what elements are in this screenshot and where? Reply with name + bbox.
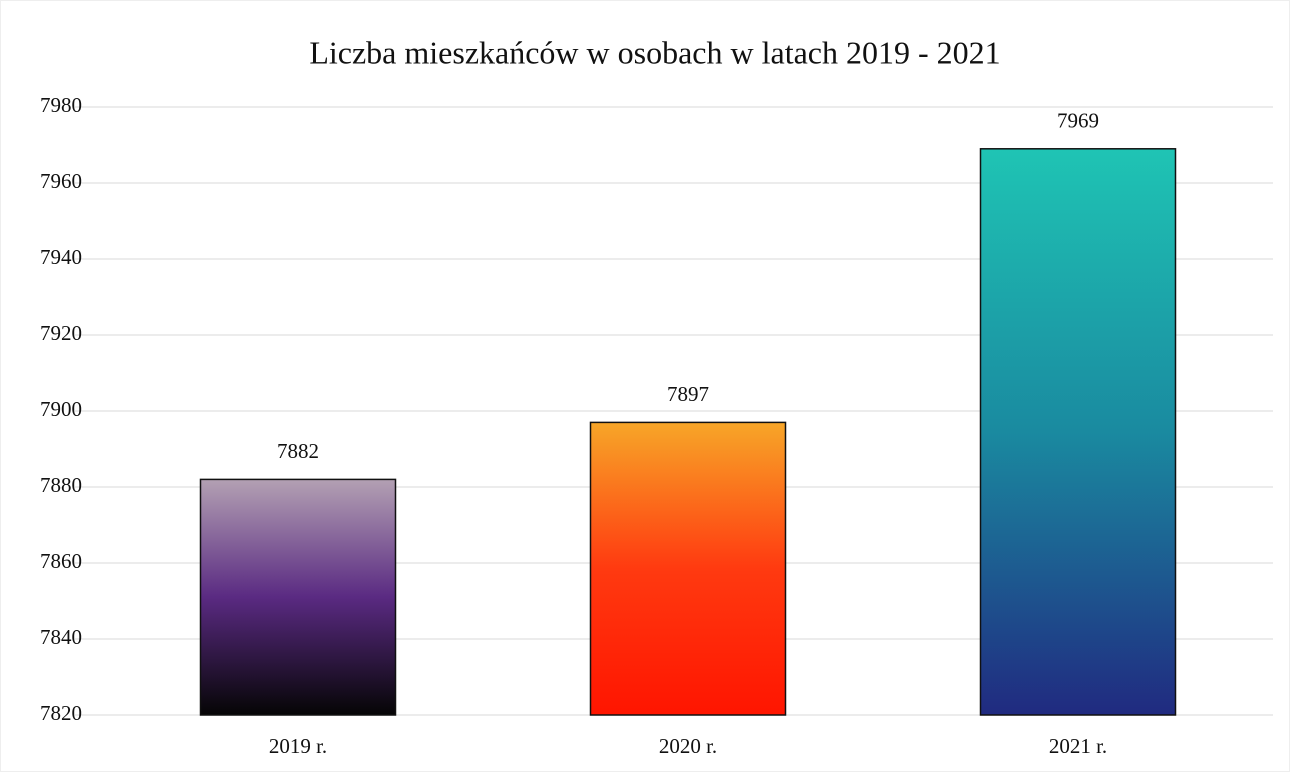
y-tick-label: 7860: [40, 549, 82, 573]
value-label: 7897: [667, 382, 709, 406]
y-tick-label: 7920: [40, 321, 82, 345]
chart-title: Liczba mieszkańców w osobach w latach 20…: [309, 34, 1000, 70]
bar: [979, 148, 1177, 716]
y-tick-label: 7960: [40, 169, 82, 193]
x-tick-label: 2019 r.: [269, 734, 327, 758]
y-tick-label: 7980: [40, 93, 82, 117]
y-tick-label: 7880: [40, 473, 82, 497]
y-tick-label: 7940: [40, 245, 82, 269]
y-tick-label: 7840: [40, 625, 82, 649]
y-tick-label: 7820: [40, 701, 82, 725]
bar: [589, 421, 787, 716]
value-label: 7882: [277, 439, 319, 463]
x-tick-label: 2020 r.: [659, 734, 717, 758]
x-tick-label: 2021 r.: [1049, 734, 1107, 758]
bar: [199, 478, 397, 716]
value-label: 7969: [1057, 109, 1099, 133]
y-tick-label: 7900: [40, 397, 82, 421]
